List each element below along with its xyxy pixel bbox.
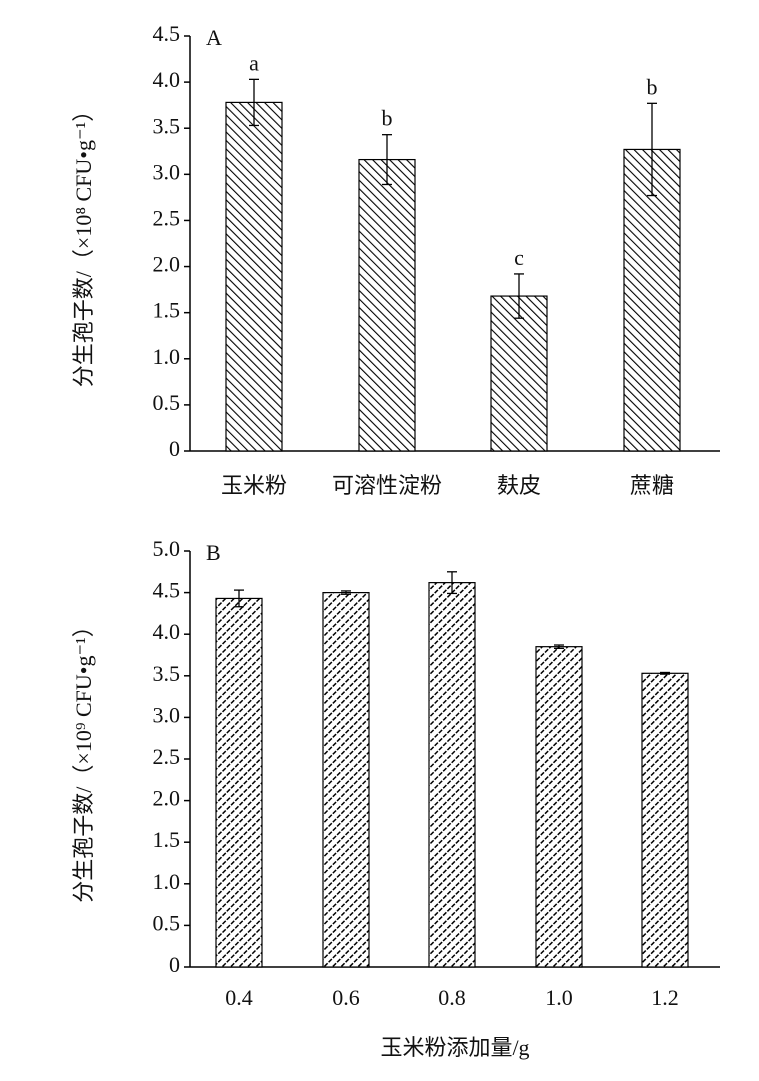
y-tick-label: 1.0 [153,869,181,894]
error-bar [514,273,524,319]
y-tick-label: 4.5 [153,578,181,603]
x-tick-label: 可溶性淀粉 [332,473,442,498]
x-axis-label: 玉米粉添加量/g [380,1035,529,1060]
y-tick-label: 0.5 [153,910,181,935]
error-bar [660,671,670,675]
error-bar [341,590,351,595]
bar [623,148,681,452]
x-tick-label: 0.4 [225,985,253,1010]
bar [225,101,283,452]
x-tick-label: 1.0 [545,985,573,1010]
y-tick-label: 1.5 [153,827,181,852]
y-tick-label: 2.5 [153,205,181,230]
significance-label: c [514,245,524,270]
x-tick-label: 麸皮 [497,473,541,498]
bar [490,295,548,452]
bar [215,597,263,968]
y-axis-label: 分生孢子数/（×10⁸ CFU•g⁻¹） [71,100,96,387]
y-tick-label: 4.5 [153,21,181,46]
y-tick-label: 3.5 [153,661,181,686]
bar [428,582,476,968]
y-tick-label: 3.0 [153,702,181,727]
error-bar [234,589,244,608]
bar [322,591,370,968]
error-bar [554,644,564,649]
y-tick-label: 1.0 [153,344,181,369]
error-bar [249,78,259,127]
error-bar [382,134,392,186]
x-tick-label: 1.2 [651,985,679,1010]
bar [358,158,416,452]
x-tick-label: 玉米粉 [221,473,287,498]
x-tick-label: 蔗糖 [630,473,674,498]
y-tick-label: 0 [169,952,180,977]
error-bar [447,571,457,595]
y-tick-label: 2.0 [153,786,181,811]
significance-label: a [249,50,259,75]
y-tick-label: 2.0 [153,252,181,277]
x-tick-label: 0.8 [438,985,466,1010]
y-tick-label: 0 [169,436,180,461]
y-tick-label: 4.0 [153,619,181,644]
y-tick-label: 3.0 [153,159,181,184]
y-axis-label: 分生孢子数/（×10⁹ CFU•g⁻¹） [71,615,96,902]
y-tick-label: 2.5 [153,744,181,769]
y-tick-label: 4.0 [153,67,181,92]
significance-label: b [382,106,393,131]
y-tick-label: 3.5 [153,113,181,138]
y-tick-label: 0.5 [153,390,181,415]
y-tick-label: 5.0 [153,536,181,561]
y-tick-label: 1.5 [153,298,181,323]
bar [535,646,583,968]
panel-label: A [206,25,222,50]
error-bar [647,102,657,197]
significance-label: b [647,74,658,99]
x-tick-label: 0.6 [332,985,360,1010]
bar [641,672,689,968]
panel-label: B [206,540,221,565]
